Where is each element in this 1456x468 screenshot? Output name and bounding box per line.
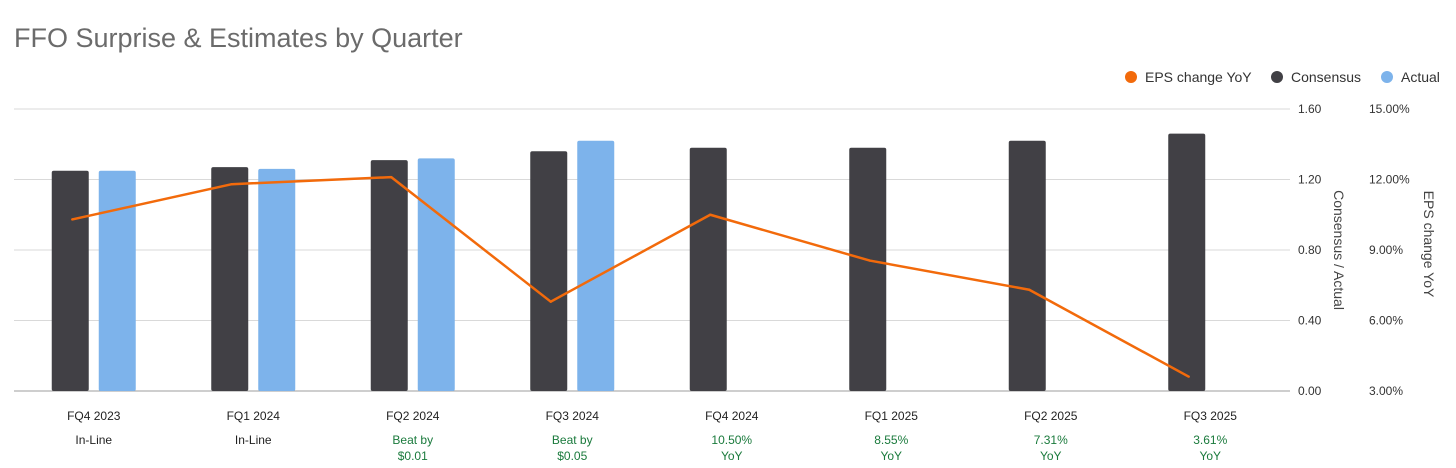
eps-point xyxy=(390,175,393,179)
annotation-line: Beat by xyxy=(552,433,593,447)
left-axis-ticks: 0.00 0.40 0.80 1.20 1.60 xyxy=(1298,102,1322,398)
legend-marker xyxy=(1271,71,1283,83)
legend-label: Actual xyxy=(1401,69,1440,85)
left-axis-title: Consensus / Actual xyxy=(1331,190,1347,310)
eps-point xyxy=(549,300,552,303)
legend-marker xyxy=(1125,71,1137,83)
left-tick-label: 1.20 xyxy=(1298,173,1322,187)
legend-item: Actual xyxy=(1381,69,1440,85)
category-label: FQ4 2024 xyxy=(705,409,759,423)
legend-item: EPS change YoY xyxy=(1125,69,1252,85)
left-tick-label: 0.80 xyxy=(1298,243,1322,257)
category-label: FQ1 2024 xyxy=(227,409,281,423)
annotation-line: 7.31% xyxy=(1034,433,1068,447)
annotation-line: 10.50% xyxy=(711,433,752,447)
bar-consensus xyxy=(211,167,249,391)
right-axis-title: EPS change YoY xyxy=(1421,191,1437,298)
legend: EPS change YoY Consensus Actual xyxy=(1125,69,1440,85)
bar-actual xyxy=(98,170,136,391)
right-tick-label: 3.00% xyxy=(1369,384,1403,398)
annotation-line: In-Line xyxy=(235,433,272,447)
bar-consensus xyxy=(370,160,408,391)
eps-point xyxy=(71,218,74,221)
legend-label: Consensus xyxy=(1291,69,1361,85)
eps-line-path xyxy=(71,175,1190,378)
left-tick-label: 1.60 xyxy=(1298,102,1322,116)
left-tick-label: 0.00 xyxy=(1298,384,1322,398)
right-tick-label: 6.00% xyxy=(1369,314,1403,328)
bar-actual xyxy=(577,140,615,391)
right-tick-label: 12.00% xyxy=(1369,173,1410,187)
bar-consensus xyxy=(51,170,89,391)
category-label: FQ4 2023 xyxy=(67,409,121,423)
category-labels: FQ4 2023 FQ1 2024 FQ2 2024 FQ3 2024 FQ4 2024… xyxy=(67,409,1237,423)
bars xyxy=(51,133,1206,392)
right-axis-ticks: 3.00% 6.00% 9.00% 12.00% 15.00% xyxy=(1369,102,1410,398)
right-tick-label: 9.00% xyxy=(1369,243,1403,257)
eps-point xyxy=(709,213,712,216)
annotation-line: YoY xyxy=(1199,449,1221,463)
category-label: FQ3 2025 xyxy=(1184,409,1238,423)
annotation-line: YoY xyxy=(880,449,902,463)
annotation-line: Beat by xyxy=(392,433,433,447)
bar-actual xyxy=(417,158,455,391)
annotation-line: 3.61% xyxy=(1193,433,1227,447)
bar-consensus xyxy=(689,147,727,391)
eps-point xyxy=(1028,288,1031,291)
legend-label: EPS change YoY xyxy=(1145,69,1252,85)
annotation-line: YoY xyxy=(1040,449,1062,463)
bar-consensus xyxy=(1008,140,1046,391)
bar-consensus xyxy=(849,147,887,391)
eps-point xyxy=(230,183,233,186)
surprise-annotations: In-Line In-Line Beat by $0.01 Beat by $0.05 10… xyxy=(75,433,1227,463)
eps-line xyxy=(71,175,1190,378)
category-label: FQ1 2025 xyxy=(865,409,919,423)
left-tick-label: 0.40 xyxy=(1298,314,1322,328)
annotation-line: YoY xyxy=(721,449,743,463)
eps-point xyxy=(1187,375,1190,378)
category-label: FQ2 2025 xyxy=(1024,409,1078,423)
right-tick-label: 15.00% xyxy=(1369,102,1410,116)
category-label: FQ3 2024 xyxy=(546,409,600,423)
gridlines xyxy=(14,108,1290,392)
legend-marker xyxy=(1381,71,1393,83)
chart-title: FFO Surprise & Estimates by Quarter xyxy=(14,23,463,53)
legend-item: Consensus xyxy=(1271,69,1361,85)
annotation-line: $0.01 xyxy=(398,449,428,463)
bar-consensus xyxy=(1168,133,1206,392)
category-label: FQ2 2024 xyxy=(386,409,440,423)
bar-actual xyxy=(258,168,296,391)
eps-point xyxy=(868,259,871,262)
annotation-line: In-Line xyxy=(75,433,112,447)
annotation-line: 8.55% xyxy=(874,433,908,447)
annotation-line: $0.05 xyxy=(557,449,587,463)
bar-consensus xyxy=(530,151,568,391)
